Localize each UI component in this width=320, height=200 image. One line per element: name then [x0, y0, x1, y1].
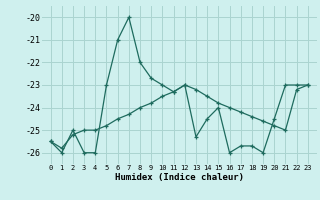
X-axis label: Humidex (Indice chaleur): Humidex (Indice chaleur)	[115, 173, 244, 182]
